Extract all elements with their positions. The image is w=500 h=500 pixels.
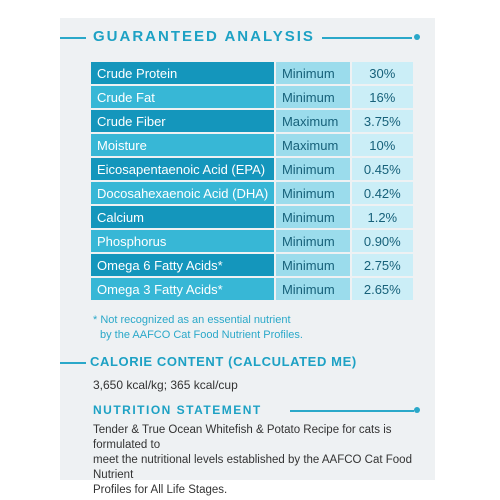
header-dot bbox=[414, 34, 420, 40]
table-row: Omega 3 Fatty Acids* Minimum 2.65% bbox=[91, 278, 413, 300]
footnote: * Not recognized as an essential nutrien… bbox=[93, 313, 373, 343]
nutrient-value: 0.42% bbox=[349, 182, 413, 204]
calorie-content-value: 3,650 kcal/kg; 365 kcal/cup bbox=[93, 378, 238, 392]
nutrient-qualifier: Maximum bbox=[273, 110, 350, 132]
table-row: Crude Fiber Maximum 3.75% bbox=[91, 110, 413, 132]
nutrient-qualifier: Minimum bbox=[273, 86, 350, 108]
nutrient-value: 2.65% bbox=[349, 278, 413, 300]
guaranteed-analysis-table: Crude Protein Minimum 30% Crude Fat Mini… bbox=[91, 60, 413, 302]
nutrient-value: 0.45% bbox=[349, 158, 413, 180]
footnote-line-2: by the AAFCO Cat Food Nutrient Profiles. bbox=[100, 329, 303, 341]
nutrient-value: 1.2% bbox=[349, 206, 413, 228]
nutrient-name: Phosphorus bbox=[91, 230, 274, 252]
nutrient-name: Eicosapentaenoic Acid (EPA) bbox=[91, 158, 274, 180]
nutrient-qualifier: Maximum bbox=[273, 134, 350, 156]
nutrient-qualifier: Minimum bbox=[273, 206, 350, 228]
nutrient-name: Calcium bbox=[91, 206, 274, 228]
nutrient-name: Omega 3 Fatty Acids* bbox=[91, 278, 274, 300]
nutrient-qualifier: Minimum bbox=[273, 182, 350, 204]
nutrient-name: Crude Fiber bbox=[91, 110, 274, 132]
header-rule-left bbox=[60, 37, 86, 39]
footnote-line-1: * Not recognized as an essential nutrien… bbox=[93, 314, 291, 326]
nutrition-statement-text: Tender & True Ocean Whitefish & Potato R… bbox=[93, 423, 433, 498]
nutrition-line-2: meet the nutritional levels established … bbox=[93, 454, 412, 481]
nutrient-qualifier: Minimum bbox=[273, 278, 350, 300]
nutrient-name: Crude Fat bbox=[91, 86, 274, 108]
nutrient-value: 16% bbox=[349, 86, 413, 108]
nutrient-name: Docosahexaenoic Acid (DHA) bbox=[91, 182, 274, 204]
table-row: Docosahexaenoic Acid (DHA) Minimum 0.42% bbox=[91, 182, 413, 204]
nutrient-name: Moisture bbox=[91, 134, 274, 156]
nutrient-value: 3.75% bbox=[349, 110, 413, 132]
guaranteed-analysis-heading: GUARANTEED ANALYSIS bbox=[93, 28, 315, 45]
nutrient-qualifier: Minimum bbox=[273, 230, 350, 252]
nutrition-dot bbox=[414, 407, 420, 413]
table-row: Eicosapentaenoic Acid (EPA) Minimum 0.45… bbox=[91, 158, 413, 180]
nutrient-value: 2.75% bbox=[349, 254, 413, 276]
table-row: Calcium Minimum 1.2% bbox=[91, 206, 413, 228]
calorie-content-heading: CALORIE CONTENT (CALCULATED ME) bbox=[90, 354, 357, 369]
nutrient-qualifier: Minimum bbox=[273, 254, 350, 276]
table-row: Crude Protein Minimum 30% bbox=[91, 62, 413, 84]
nutrient-value: 30% bbox=[349, 62, 413, 84]
table-row: Moisture Maximum 10% bbox=[91, 134, 413, 156]
calorie-rule-left bbox=[60, 362, 86, 364]
header-rule-right bbox=[322, 37, 412, 39]
nutrient-value: 10% bbox=[349, 134, 413, 156]
nutrient-qualifier: Minimum bbox=[273, 62, 350, 84]
nutrition-statement-heading: NUTRITION STATEMENT bbox=[93, 403, 262, 417]
nutrient-value: 0.90% bbox=[349, 230, 413, 252]
table-row: Crude Fat Minimum 16% bbox=[91, 86, 413, 108]
table-row: Omega 6 Fatty Acids* Minimum 2.75% bbox=[91, 254, 413, 276]
nutrition-line-1: Tender & True Ocean Whitefish & Potato R… bbox=[93, 424, 392, 451]
nutrient-name: Crude Protein bbox=[91, 62, 274, 84]
nutrition-rule-right bbox=[290, 410, 414, 412]
nutrient-name: Omega 6 Fatty Acids* bbox=[91, 254, 274, 276]
nutrient-qualifier: Minimum bbox=[273, 158, 350, 180]
table-row: Phosphorus Minimum 0.90% bbox=[91, 230, 413, 252]
nutrition-line-3: Profiles for All Life Stages. bbox=[93, 484, 228, 496]
